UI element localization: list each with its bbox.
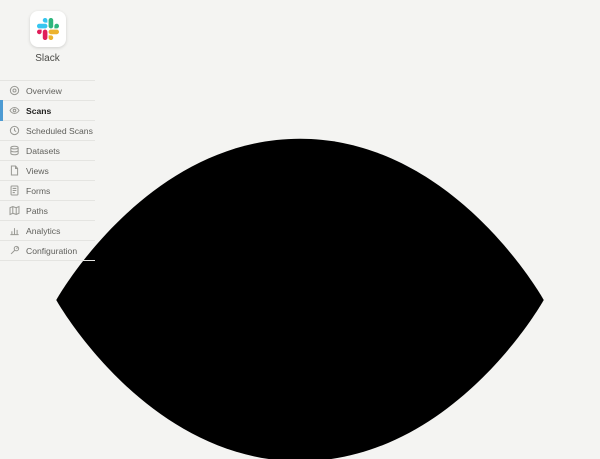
sidebar-item-scans[interactable]: Scans (0, 100, 95, 121)
sidebar-item-label: Paths (26, 205, 48, 216)
database-icon (9, 145, 20, 156)
sidebar-item-label: Scheduled Scans (26, 125, 93, 136)
sidebar-item-views[interactable]: Views (0, 161, 95, 181)
file-icon (9, 165, 20, 176)
sidebar-nav: Overview Scans Scheduled Scans Datasets … (0, 80, 95, 261)
sidebar-item-scheduled-scans[interactable]: Scheduled Scans (0, 121, 95, 141)
app-name: Slack (35, 53, 60, 64)
sidebar-item-label: Forms (26, 185, 51, 196)
slack-logo-icon (36, 18, 59, 40)
sidebar-item-label: Datasets (26, 145, 60, 156)
sidebar-item-label: Configuration (26, 245, 78, 256)
bar-chart-icon (9, 225, 20, 236)
sidebar-item-label: Analytics (26, 225, 61, 236)
form-icon (9, 185, 20, 196)
map-icon (9, 205, 20, 216)
sidebar-item-datasets[interactable]: Datasets (0, 141, 95, 161)
eye-icon (9, 105, 20, 116)
wrench-icon (9, 245, 20, 256)
slack-logo[interactable] (29, 11, 66, 47)
sidebar-item-analytics[interactable]: Analytics (0, 221, 95, 241)
sidebar-item-overview[interactable]: Overview (0, 81, 95, 101)
clock-icon (9, 125, 20, 136)
sidebar-item-label: Overview (26, 85, 62, 96)
sidebar-item-paths[interactable]: Paths (0, 201, 95, 221)
sidebar-item-forms[interactable]: Forms (0, 181, 95, 201)
sidebar-item-label: Views (26, 165, 49, 176)
sidebar: Slack Overview Scans Scheduled Scans Dat… (0, 0, 95, 459)
globe-icon (9, 85, 20, 96)
sidebar-item-configuration[interactable]: Configuration (0, 241, 95, 261)
sidebar-item-label: Scans (26, 105, 52, 116)
